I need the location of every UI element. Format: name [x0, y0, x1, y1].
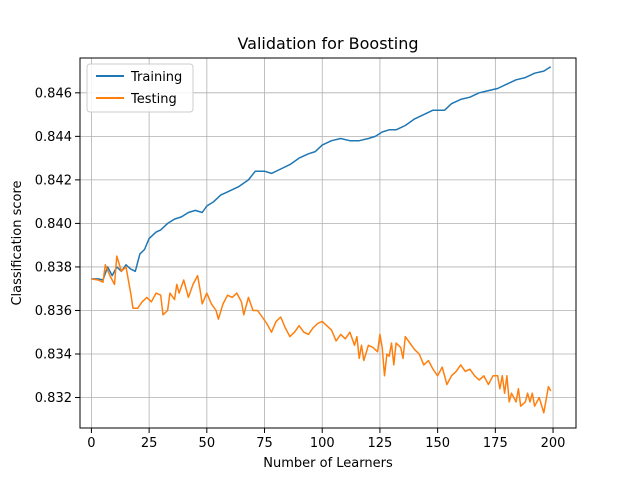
x-tick-label: 125 — [368, 436, 393, 451]
series-line-testing — [91, 255, 552, 414]
y-tick-label: 0.842 — [35, 173, 72, 188]
y-tick-label: 0.834 — [35, 348, 72, 363]
x-tick-label: 25 — [141, 436, 158, 451]
x-tick-label: 75 — [256, 436, 273, 451]
y-tick-label: 0.840 — [35, 217, 72, 232]
x-tick-label: 50 — [199, 436, 216, 451]
plot-frame — [79, 57, 577, 429]
x-tick-label: 0 — [87, 436, 95, 451]
series-line-training — [91, 66, 552, 281]
x-tick-label: 150 — [425, 436, 450, 451]
legend-label-training: Training — [130, 70, 182, 85]
x-axis-label: Number of Learners — [263, 456, 393, 471]
y-tick-label: 0.836 — [35, 304, 72, 319]
legend-label-testing: Testing — [130, 92, 177, 107]
y-tick-label: 0.838 — [35, 260, 72, 275]
grid — [80, 58, 576, 428]
y-axis-label: Classification score — [10, 180, 25, 305]
x-tick-label: 100 — [310, 436, 335, 451]
x-tick-label: 200 — [541, 436, 566, 451]
x-axis: 0 25 50 75 100 125 150 175 200 — [87, 428, 565, 451]
x-tick-label: 175 — [483, 436, 508, 451]
y-tick-label: 0.844 — [35, 130, 72, 145]
series-layer — [91, 66, 552, 414]
legend: Training Testing — [86, 63, 194, 113]
y-tick-label: 0.846 — [35, 86, 72, 101]
y-tick-label: 0.832 — [35, 391, 72, 406]
y-axis: 0.832 0.834 0.836 0.838 0.840 0.842 0.844 0.846 — [35, 86, 80, 406]
chart-title: Validation for Boosting — [237, 34, 418, 53]
